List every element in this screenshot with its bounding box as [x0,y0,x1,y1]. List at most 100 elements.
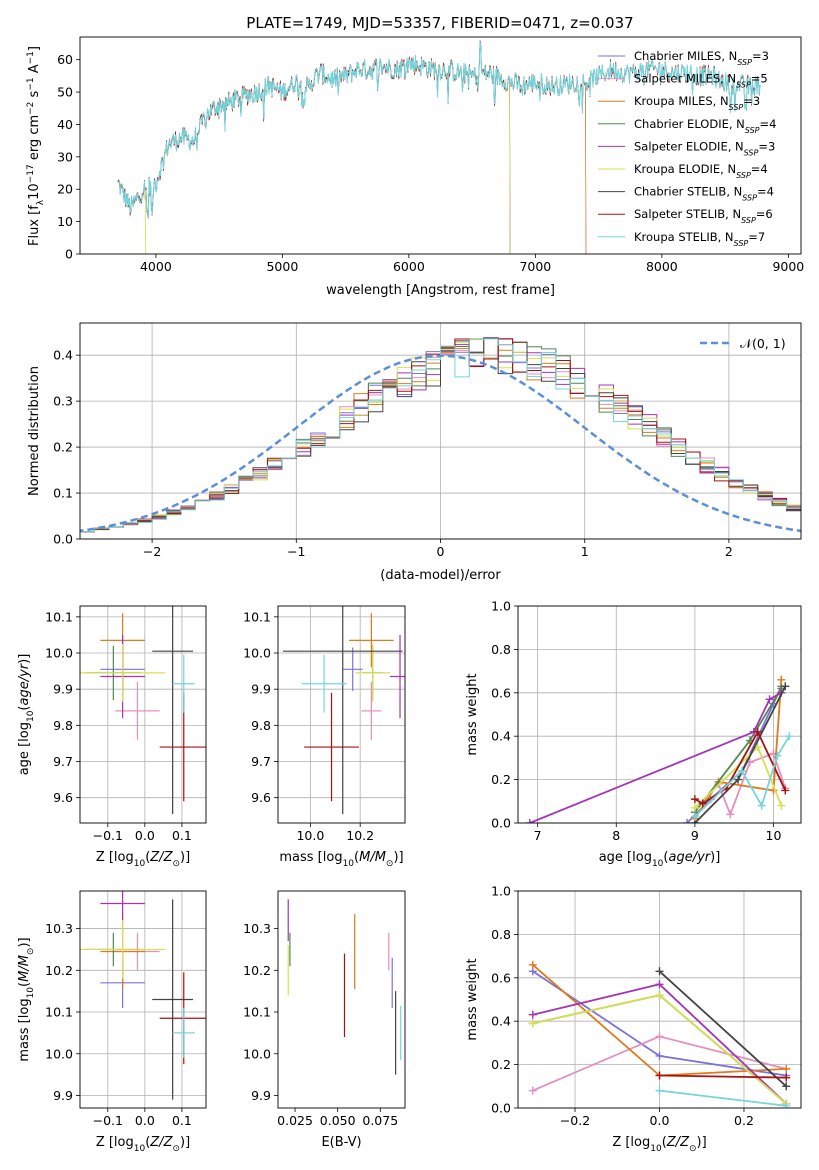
spectrum-legend: Chabrier MILES, NSSP=3 Salpeter MILES, NS… [598,49,776,247]
y-tick-label: 9.9 [53,682,73,697]
y-axis-label: Normed distribution [27,366,42,496]
y-tick-label: 0.4 [53,348,73,363]
y-tick-label: 1.0 [491,599,511,614]
mass-weight-series [658,970,787,1087]
y-tick-label: 0.2 [491,772,511,787]
plot-area [117,40,761,254]
mass-weight-marker [765,695,774,704]
x-tick-label: 6000 [393,259,425,274]
mass-weight-marker [753,727,762,736]
x-tick-label: 5000 [266,259,298,274]
plot-area [282,606,405,814]
mass-weight-marker [655,1032,664,1041]
x-axis-label: Z [log10(Z/Z⊙)] [96,1135,190,1154]
x-tick-label: −0.1 [93,828,123,843]
y-axis-label: mass weight [465,958,480,1040]
y-tick-label: 9.8 [53,718,73,733]
y-tick-label: 30 [57,149,73,164]
errorbar-point [282,606,403,814]
legend-entry: Kroupa STELIB, NSSP=7 [634,230,765,248]
y-tick-label: 0.6 [491,970,511,985]
y-tick-label: 9.9 [251,1088,271,1103]
y-tick-label: 10.1 [243,609,271,624]
errorbar-point [355,643,391,702]
axes-frame [79,36,802,255]
y-tick-label: 10.1 [243,1005,271,1020]
y-tick-label: 10.3 [243,921,271,936]
legend-entry: Salpeter MILES, NSSP=5 [634,72,768,90]
x-tick-label: 0.2 [734,1113,754,1128]
weight-vs-age-panel: 7 8 9 10 0.0 0.2 0.4 0.6 0.8 1.0 age [log10(age/yr… [465,599,802,869]
y-tick-label: 20 [57,182,73,197]
errorbar-point [348,613,394,668]
y-axis-label: mass [log10(M/M⊙)] [17,937,36,1061]
y-tick-label: 10.2 [45,963,73,978]
mass-weight-marker [777,675,786,684]
spectrum-series-line [117,40,511,254]
errorbar-point [172,1007,195,1058]
y-tick-label: 10.0 [45,1046,73,1061]
legend-entry: Salpeter ELODIE, NSSP=3 [634,139,775,157]
mass-weight-marker [726,810,735,819]
y-tick-label: 60 [57,52,73,67]
legend-entry: 𝒩(0, 1) [740,336,786,351]
plot-area [80,606,206,814]
histogram-series [80,338,801,539]
legend-entry: Kroupa MILES, NSSP=3 [634,94,760,112]
plot-area [525,675,794,823]
y-tick-label: 50 [57,85,73,100]
plot-area [287,899,402,1075]
x-tick-label: 7000 [519,259,551,274]
x-tick-label: −2 [143,544,161,559]
x-axis-label: mass [log10(M/M⊙)] [279,850,403,869]
y-tick-label: 10.3 [45,921,73,936]
x-tick-label: 10 [766,828,782,843]
x-tick-label: 0.050 [320,1113,356,1128]
x-tick-label: 8 [612,828,620,843]
y-tick-label: 0.0 [491,1101,511,1116]
mass-weight-series [659,1074,787,1079]
figure-title: PLATE=1749, MJD=53357, FIBERID=0471, z=0… [246,14,633,32]
x-tick-label: 0.075 [362,1113,398,1128]
y-tick-label: 0.0 [491,816,511,831]
mass-weight-marker [528,960,537,969]
mass-weight-marker [655,1071,664,1080]
x-tick-label: 0.1 [172,828,192,843]
y-tick-label: 10.0 [243,1046,271,1061]
x-axis-label: wavelength [Angstrom, rest frame] [326,283,555,298]
plot-area [80,891,206,1100]
y-tick-label: 0.8 [491,642,511,657]
weight-vs-metallicity-panel: −0.2 0.0 0.2 0.0 0.2 0.4 0.6 0.8 1.0 Z [log10(Z/Z… [465,884,802,1154]
mass-vs-ebv-panel: 0.025 0.050 0.075 9.9 10.0 10.1 10.2 10.3 E(B-V) [243,890,406,1150]
mass-weight-marker [690,803,699,812]
y-tick-label: 0.1 [53,486,73,501]
mass-weight-marker [683,819,692,823]
y-tick-label: 9.9 [251,682,271,697]
x-tick-label: 7 [534,828,542,843]
errorbar-point [342,647,363,691]
y-tick-label: 0.0 [53,532,73,547]
mass-vs-metallicity-panel: −0.1 0.0 0.1 9.9 10.0 10.1 10.2 10.3 Z [log10(Z/… [17,890,207,1154]
x-tick-label: 0.025 [277,1113,313,1128]
x-tick-label: 0.1 [172,1113,192,1128]
y-tick-label: 10.1 [45,609,73,624]
y-tick-label: 1.0 [491,884,511,899]
mass-weight-marker [690,795,699,804]
y-tick-label: 0.2 [53,440,73,455]
mass-weight-marker [781,682,790,691]
spectrum-series-line [144,189,147,254]
y-tick-label: 0.6 [491,685,511,700]
x-tick-label: −1 [287,544,305,559]
x-tick-label: 10.0 [296,828,324,843]
residual-histogram-panel: −2 −1 0 1 2 0.0 0.1 0.2 0.3 0.4 𝒩(0, 1) (data-model… [27,322,802,583]
axes-frame [79,890,207,1109]
age-vs-mass-panel: 10.0 10.2 9.6 9.7 9.8 9.9 10.0 10.1 mass [log10(… [243,605,406,869]
mass-weight-marker [738,766,747,775]
y-tick-label: 10.1 [45,1005,73,1020]
x-axis-label: (data-model)/error [380,568,501,583]
errorbar-point [172,654,195,713]
x-axis-label: Z [log10(Z/Z⊙)] [96,850,190,869]
x-tick-label: −0.2 [560,1113,590,1128]
mass-weight-marker [785,732,794,741]
plot-area [80,337,801,539]
